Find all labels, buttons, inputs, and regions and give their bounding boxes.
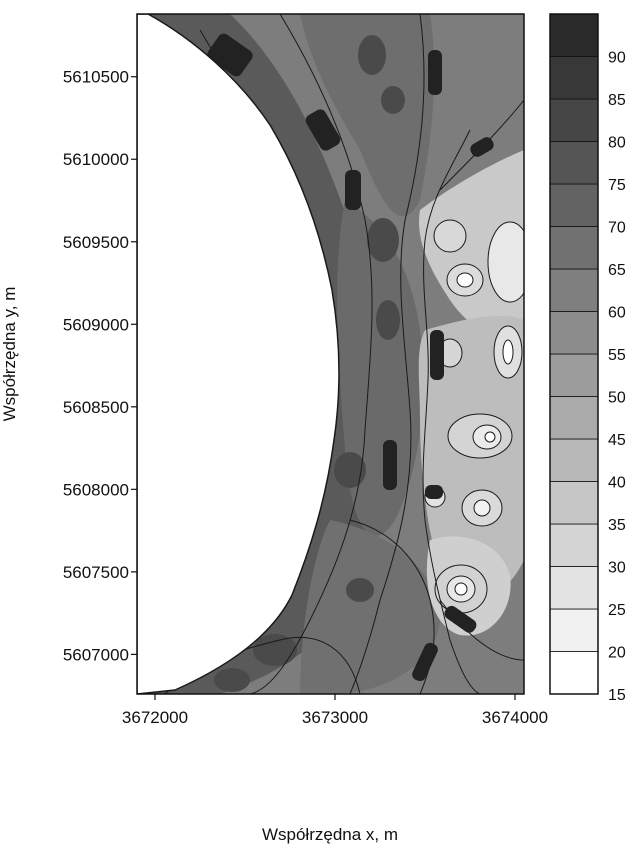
y-tick-label: 5610000 [63,150,129,169]
land-area [137,14,340,694]
colorbar-label: 65 [608,262,626,279]
colorbar-band [549,438,599,482]
contour-map [137,14,524,694]
colorbar-label: 45 [608,432,626,449]
colorbar-label: 50 [608,390,626,407]
colorbar-label: 30 [608,560,626,577]
light-zone-east [418,315,524,600]
colorbar-label: 25 [608,602,626,619]
x-tick-label: 3672000 [122,708,188,727]
colorbar-label: 40 [608,475,626,492]
colorbar-band [549,353,599,397]
colorbar-label: 90 [608,50,626,67]
colorbar-band [549,226,599,270]
light-peaks [424,219,524,614]
y-tick-label: 5608500 [63,398,129,417]
colorbar-band [549,311,599,355]
colorbar-band [549,481,599,525]
colorbar-band [549,56,599,100]
x-axis-title: Współrzędna x, m [262,825,398,844]
y-tick-label: 5610500 [63,68,129,87]
colorbar-label: 20 [608,645,626,662]
colorbar-label: 55 [608,347,626,364]
colorbar-band [549,566,599,610]
colorbar-label: 75 [608,177,626,194]
colorbar-band [549,183,599,227]
y-tick-label: 5609500 [63,233,129,252]
y-axis-title: Współrzędna y, m [0,287,19,422]
colorbar-label: 70 [608,220,626,237]
colorbar-label: 80 [608,135,626,152]
colorbar-band [549,268,599,312]
colorbar-label: 60 [608,305,626,322]
colorbar-band [549,608,599,652]
y-tick-label: 5607500 [63,563,129,582]
colorbar-label: 35 [608,517,626,534]
colorbar-label: 85 [608,92,626,109]
x-axis: 3672000 3673000 3674000 [122,694,548,727]
colorbar-band [549,651,599,695]
y-tick-label: 5608000 [63,480,129,499]
colorbar-frame [549,13,599,695]
colorbar-band [549,396,599,440]
colorbar-band [549,523,599,567]
mid-zone-north [300,14,435,217]
y-tick-label: 5607000 [63,645,129,664]
x-tick-label: 3673000 [302,708,368,727]
y-axis: 5607000 5607500 5608000 5608500 5609000 56095… [63,68,137,664]
x-tick-label: 3674000 [482,708,548,727]
colorbar: 15 20 25 30 35 40 45 50 55 60 65 70 75 80 85 90 [549,13,626,704]
colorbar-label: 15 [608,687,626,704]
colorbar-band [549,141,599,185]
colorbar-band [549,13,599,57]
mid-zone-central [337,200,423,536]
contour-label-clusters [207,33,494,682]
plot-frame [136,13,525,695]
y-tick-label: 5609000 [63,315,129,334]
colorbar-band [549,98,599,142]
dark-spots [214,35,405,692]
